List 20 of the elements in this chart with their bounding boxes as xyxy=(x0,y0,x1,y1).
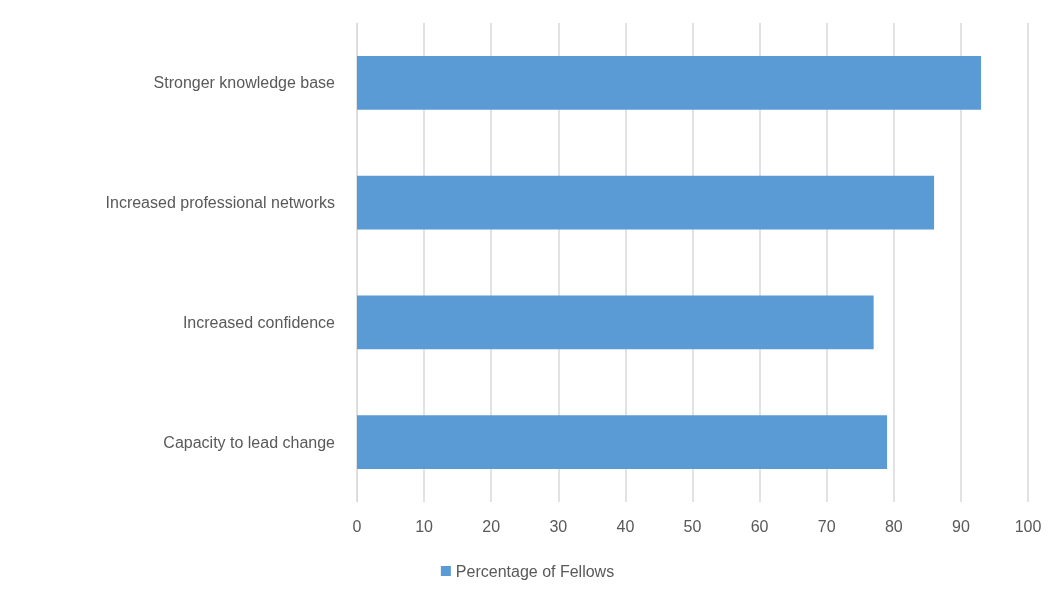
y-tick-label: Capacity to lead change xyxy=(163,433,336,451)
x-tick-label: 100 xyxy=(1014,517,1042,535)
bar xyxy=(357,295,874,350)
x-tick-label: 30 xyxy=(549,517,568,535)
y-tick-label: Increased confidence xyxy=(182,313,336,331)
x-tick-label: 50 xyxy=(683,517,702,535)
y-tick-label: Increased professional networks xyxy=(105,194,335,212)
x-tick-label: 40 xyxy=(616,517,635,535)
bar xyxy=(357,415,888,470)
x-tick-label: 90 xyxy=(952,517,970,535)
bar xyxy=(357,55,982,110)
legend-label: Percentage of Fellows xyxy=(455,562,615,580)
x-tick-label: 0 xyxy=(352,517,362,535)
x-tick-label: 60 xyxy=(750,517,769,535)
bar xyxy=(357,175,935,230)
y-tick-label: Stronger knowledge base xyxy=(153,74,336,92)
x-tick-label: 10 xyxy=(415,517,434,535)
x-tick-label: 20 xyxy=(482,517,501,535)
x-tick-label: 70 xyxy=(817,517,836,535)
x-tick-label: 80 xyxy=(884,517,903,535)
